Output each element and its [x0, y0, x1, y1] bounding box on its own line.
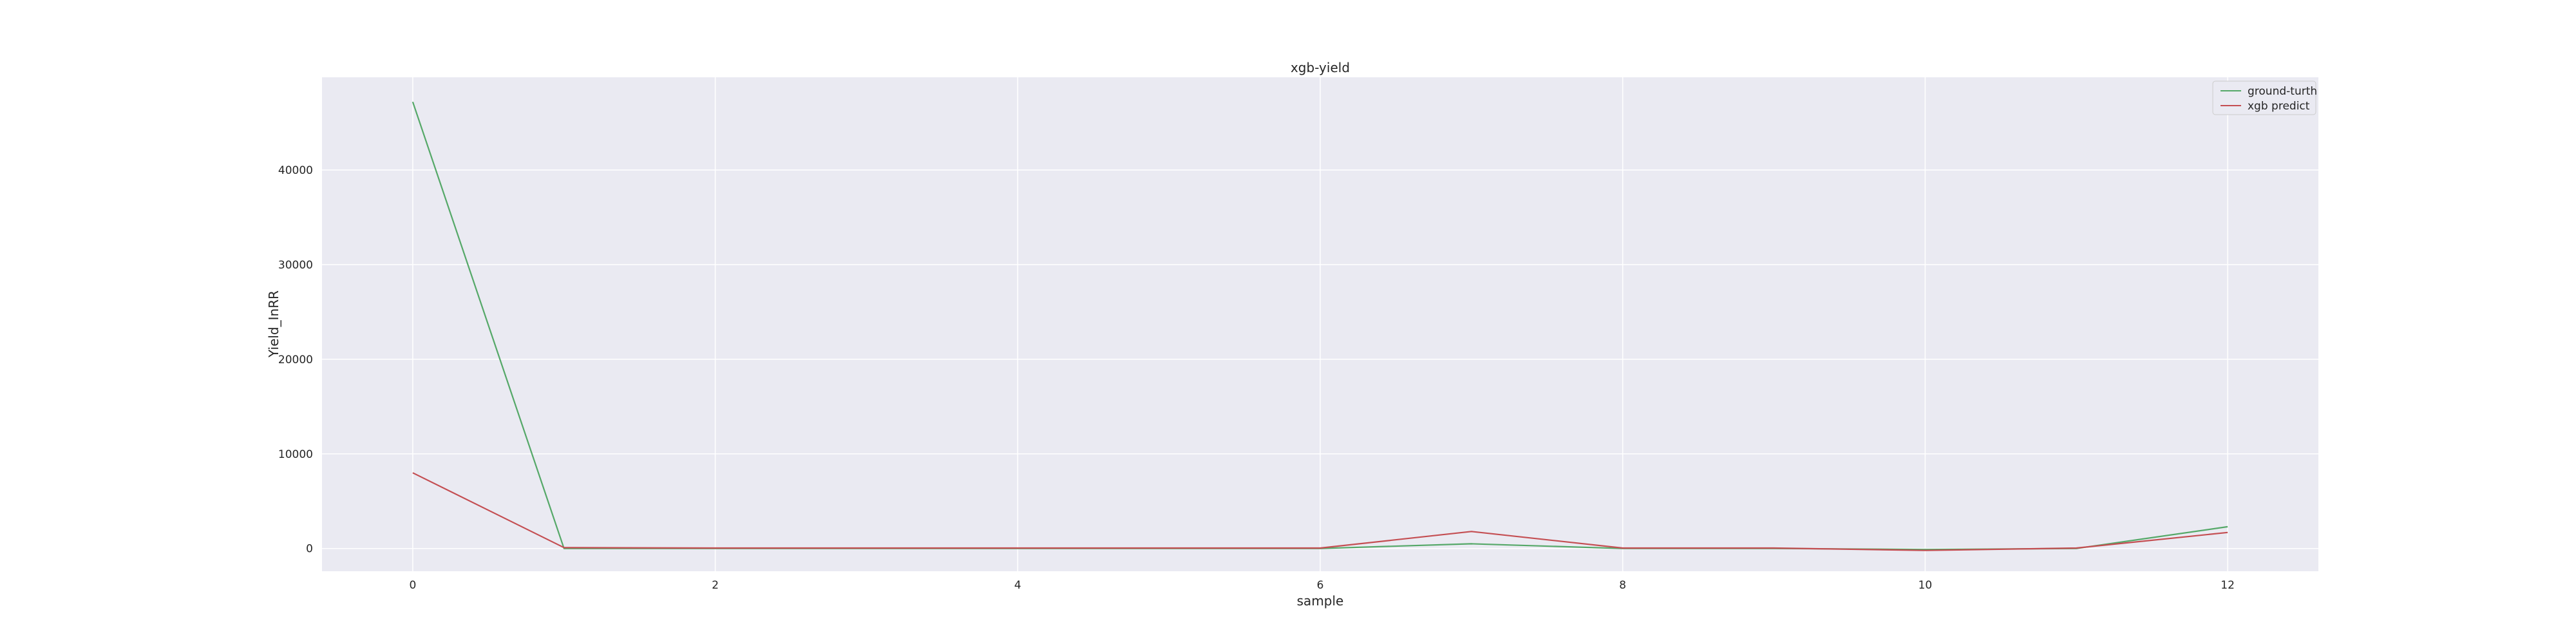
series-lines — [412, 101, 2228, 551]
y-tick-label: 10000 — [278, 448, 313, 461]
x-axis-label: sample — [1297, 593, 1344, 609]
legend-label-xgb-predict: xgb predict — [2248, 100, 2310, 113]
series-line-xgb-predict — [412, 472, 2228, 551]
x-tick-labels: 0 2 4 6 8 10 12 — [409, 579, 2234, 592]
y-tick-labels: 0 10000 20000 30000 40000 — [278, 164, 313, 556]
x-tick-label: 0 — [409, 579, 416, 592]
legend-label-ground-turth: ground-turth — [2248, 85, 2317, 98]
x-tick-label: 10 — [1918, 579, 1933, 592]
chart-title: xgb-yield — [1291, 60, 1350, 75]
x-tick-label: 2 — [712, 579, 719, 592]
x-tick-label: 12 — [2221, 579, 2235, 592]
x-tick-label: 8 — [1619, 579, 1626, 592]
y-tick-label: 30000 — [278, 259, 313, 272]
y-tick-label: 0 — [306, 543, 313, 556]
x-tick-label: 6 — [1317, 579, 1324, 592]
y-tick-label: 40000 — [278, 164, 313, 177]
y-tick-label: 20000 — [278, 354, 313, 366]
x-tick-label: 4 — [1014, 579, 1021, 592]
legend: ground-turth xgb predict — [2212, 80, 2317, 115]
y-axis-label: Yield_InRR — [266, 290, 281, 358]
